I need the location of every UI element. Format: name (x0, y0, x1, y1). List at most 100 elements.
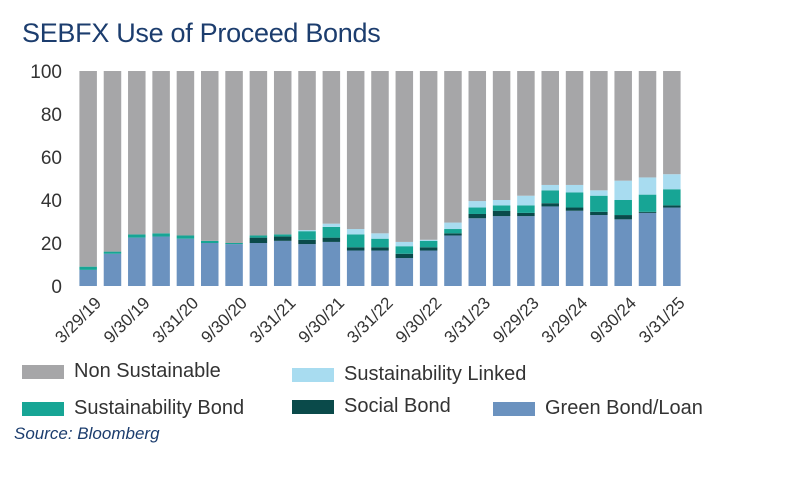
bar-sustainability-linked-3-31-23 (468, 201, 487, 208)
y-tick-label-20: 20 (41, 234, 62, 255)
bar-social-bond-6-30-23 (492, 210, 511, 217)
bar-sustainability-linked-6-30-22 (395, 241, 414, 247)
bar-non-sustainable-6-30-21 (298, 71, 316, 231)
bar-sustainability-linked-6-30-21 (298, 230, 316, 232)
bar-green-bond-loan-6-30-22 (395, 258, 414, 286)
bar-green-bond-loan-6-30-23 (492, 216, 511, 287)
bar-sustainability-linked-12-30-22 (444, 222, 462, 230)
y-tick-label-80: 80 (41, 105, 62, 126)
bar-social-bond-3-31-21 (273, 236, 292, 241)
bar-sustainability-linked-9-30-22 (419, 239, 438, 241)
x-tick-label-3-31-25: 3/31/25 (635, 293, 689, 347)
y-tick-label-60: 60 (41, 148, 62, 169)
bar-non-sustainable-9-30-22 (419, 71, 438, 240)
bar-non-sustainable-6-30-22 (395, 71, 414, 242)
bar-social-bond-9-30-21 (322, 237, 341, 242)
bar-sustainability-bond-6-30-23 (492, 205, 511, 211)
bar-sustainability-bond-12-31-24 (638, 194, 657, 212)
legend-item-green-bond-loan: Green Bond/Loan (493, 397, 703, 420)
bar-sustainability-linked-9-30-21 (322, 223, 341, 227)
bar-sustainability-bond-6-30-21 (298, 231, 316, 240)
legend-swatch-sustainability-bond (22, 401, 64, 416)
bar-sustainability-linked-12-31-21 (346, 229, 365, 235)
bar-sustainability-linked-3-29-24 (565, 184, 584, 193)
x-tick-label-3-31-21: 3/31/21 (246, 293, 300, 347)
bar-green-bond-loan-12-30-22 (444, 235, 462, 286)
bar-sustainability-bond-9-30-24 (614, 200, 632, 216)
bar-green-bond-loan-9-30-19 (128, 237, 146, 287)
bar-social-bond-12-30-22 (444, 233, 462, 236)
bar-green-bond-loan-9-30-22 (419, 250, 438, 286)
y-tick-label-100: 100 (30, 62, 62, 83)
bar-sustainability-bond-9-30-19 (128, 234, 146, 238)
bar-green-bond-loan-3-31-25 (663, 207, 681, 286)
bar-green-bond-loan-3-29-24 (565, 210, 584, 286)
bar-green-bond-loan-12-29-23 (541, 206, 559, 286)
bar-social-bond-9-29-23 (517, 212, 535, 217)
bar-sustainability-bond-9-29-23 (517, 205, 535, 213)
bar-sustainability-bond-3-31-22 (371, 238, 389, 248)
legend-swatch-social-bond (292, 399, 334, 414)
bar-green-bond-loan-12-31-19 (152, 236, 170, 286)
bar-sustainability-bond-9-30-20 (225, 243, 243, 245)
bar-green-bond-loan-12-31-20 (249, 243, 268, 286)
bar-green-bond-loan-9-30-21 (322, 241, 341, 286)
bar-social-bond-3-31-22 (371, 247, 389, 251)
bar-sustainability-linked-12-29-23 (541, 184, 559, 191)
bar-social-bond-12-31-21 (346, 247, 365, 251)
x-tick-label-9-30-22: 9/30/22 (392, 293, 446, 347)
bar-sustainability-bond-12-31-19 (152, 233, 170, 237)
bar-non-sustainable-3-31-22 (371, 71, 389, 234)
bar-social-bond-12-31-20 (249, 237, 268, 244)
bar-sustainability-linked-6-28-24 (590, 190, 608, 196)
bar-social-bond-12-29-23 (541, 203, 559, 207)
bar-sustainability-bond-12-29-23 (541, 190, 559, 204)
bar-non-sustainable-12-31-20 (249, 71, 268, 236)
x-tick-label-3-31-23: 3/31/23 (441, 293, 495, 347)
bar-non-sustainable-9-30-21 (322, 71, 341, 224)
legend-item-sustainability-linked: Sustainability Linked (292, 363, 526, 386)
bar-sustainability-bond-3-31-25 (663, 189, 681, 206)
bar-sustainability-bond-6-30-20 (201, 240, 219, 243)
bar-sustainability-linked-9-30-24 (614, 180, 632, 200)
bar-non-sustainable-9-29-23 (517, 71, 535, 196)
bar-sustainability-bond-3-29-24 (565, 192, 584, 208)
bar-green-bond-loan-3-29-19 (79, 269, 97, 287)
bar-non-sustainable-6-30-23 (492, 71, 511, 200)
x-tick-label-3-31-22: 3/31/22 (343, 293, 397, 347)
legend-label-non-sustainable: Non Sustainable (74, 360, 221, 382)
bar-green-bond-loan-6-28-19 (103, 253, 122, 286)
bar-social-bond-9-30-22 (419, 247, 438, 251)
bar-sustainability-bond-9-30-22 (419, 240, 438, 248)
bar-sustainability-bond-12-30-22 (444, 229, 462, 234)
legend-item-social-bond: Social Bond (292, 395, 451, 418)
bar-non-sustainable-3-31-25 (663, 71, 681, 175)
bar-non-sustainable-3-31-20 (176, 71, 195, 236)
x-tick-label-3-31-20: 3/31/20 (149, 293, 203, 347)
bar-non-sustainable-6-28-24 (590, 71, 608, 191)
bar-sustainability-linked-12-31-24 (638, 177, 657, 195)
bar-non-sustainable-3-31-23 (468, 71, 487, 202)
y-tick-label-0: 0 (51, 277, 62, 298)
legend-item-sustainability-bond: Sustainability Bond (22, 397, 244, 420)
x-tick-label-3-29-24: 3/29/24 (538, 293, 592, 347)
bar-green-bond-loan-3-31-23 (468, 218, 487, 286)
bar-sustainability-bond-3-31-20 (176, 235, 195, 239)
chart-title: SEBFX Use of Proceed Bonds (22, 18, 381, 48)
x-tick-label-3-29-19: 3/29/19 (51, 293, 105, 347)
bar-non-sustainable-12-31-24 (638, 71, 657, 178)
bar-sustainability-linked-6-30-23 (492, 200, 511, 206)
bar-sustainability-bond-12-31-20 (249, 235, 268, 238)
bar-non-sustainable-12-30-22 (444, 71, 462, 223)
legend-swatch-green-bond-loan (493, 401, 535, 416)
bar-non-sustainable-3-31-21 (273, 71, 292, 235)
bar-non-sustainable-9-30-20 (225, 71, 243, 243)
x-tick-label-9-30-21: 9/30/21 (295, 293, 349, 347)
bar-green-bond-loan-9-30-20 (225, 244, 243, 286)
bar-social-bond-3-29-24 (565, 207, 584, 211)
bar-sustainability-bond-3-31-21 (273, 234, 292, 237)
legend-label-sustainability-bond: Sustainability Bond (74, 397, 245, 419)
bar-sustainability-bond-6-28-19 (103, 251, 122, 254)
bar-green-bond-loan-9-30-24 (614, 219, 632, 286)
